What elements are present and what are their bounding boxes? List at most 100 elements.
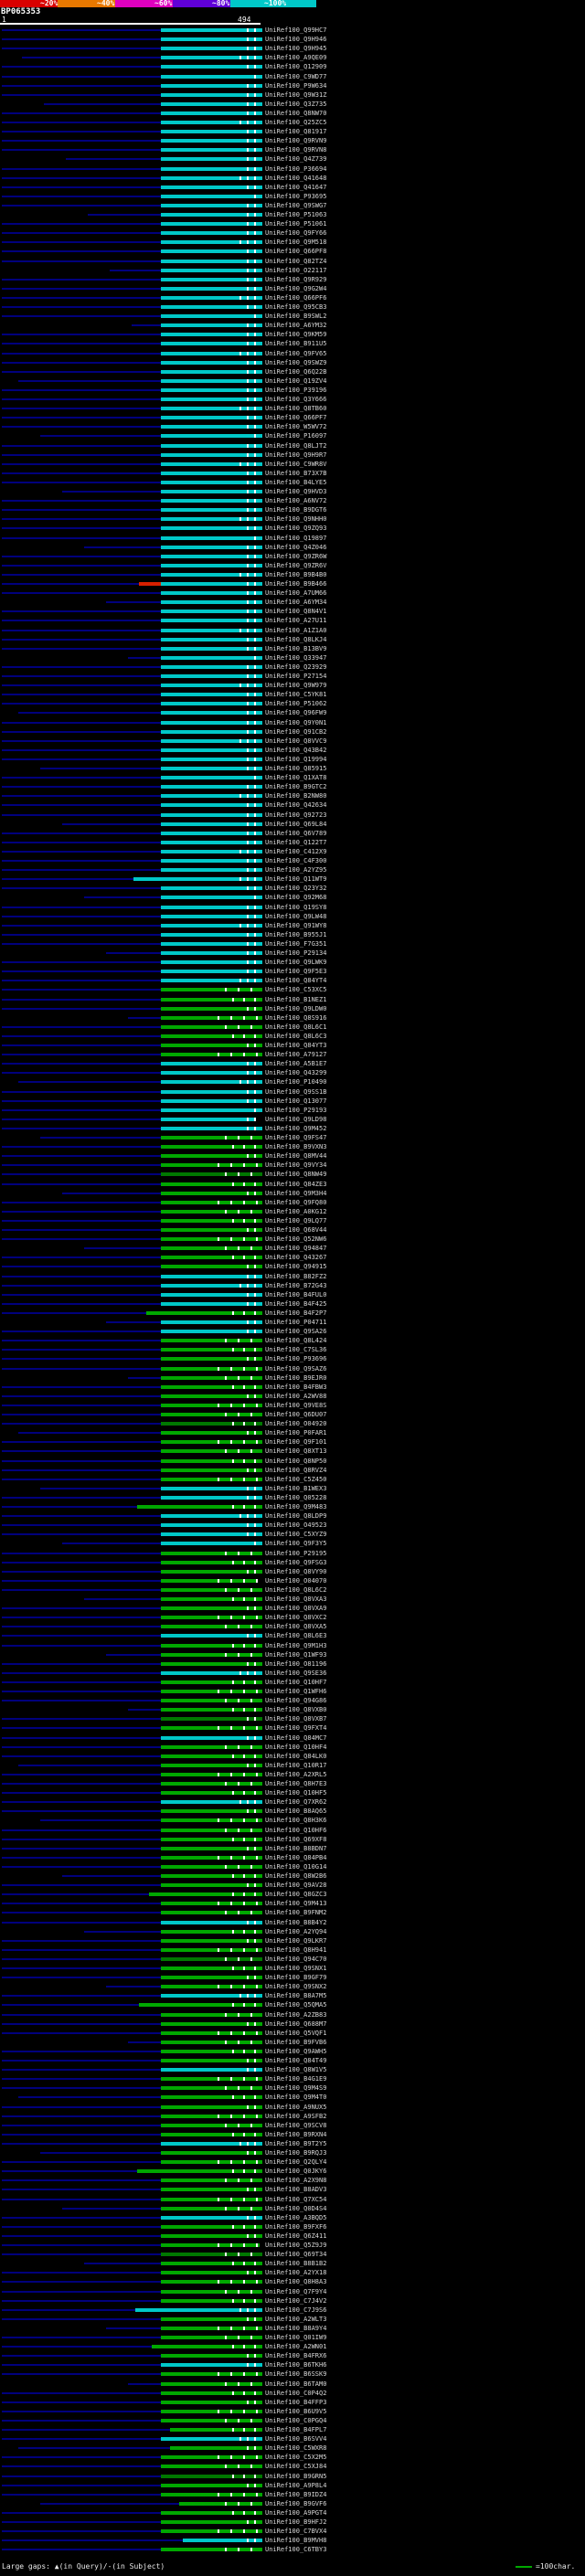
hit-bar[interactable] [161, 203, 262, 207]
hit-label[interactable]: UniRef100_Q11WT9 [265, 875, 327, 884]
hit-label[interactable]: UniRef100_Q23929 [265, 663, 327, 671]
hit-bar[interactable] [161, 2160, 262, 2165]
hit-label[interactable]: UniRef100_O04070 [265, 1576, 327, 1585]
hit-bar[interactable] [161, 1514, 262, 1519]
hit-label[interactable]: UniRef100_Q4Z046 [265, 543, 327, 551]
hit-label[interactable]: UniRef100_B8ADV3 [265, 2186, 327, 2194]
hit-label[interactable]: UniRef100_Q43B42 [265, 746, 327, 754]
hit-bar[interactable] [161, 416, 262, 420]
hit-label[interactable]: UniRef100_A2WV88 [265, 1392, 327, 1400]
hit-bar[interactable] [161, 2483, 262, 2487]
hit-label[interactable]: UniRef100_A2X9N8 [265, 2177, 327, 2185]
hit-label[interactable]: UniRef100_F7G351 [265, 939, 327, 948]
hit-bar[interactable] [161, 1468, 262, 1472]
hit-bar[interactable] [161, 757, 262, 761]
hit-bar[interactable] [161, 1587, 262, 1592]
hit-label[interactable]: UniRef100_Q42634 [265, 801, 327, 810]
hit-bar[interactable] [161, 1625, 262, 1629]
hit-label[interactable]: UniRef100_Q10HF7 [265, 1678, 327, 1686]
hit-label[interactable]: UniRef100_C5Z450 [265, 1475, 327, 1483]
hit-label[interactable]: UniRef100_B9FVB6 [265, 2038, 327, 2046]
hit-label[interactable]: UniRef100_Q8RVZ4 [265, 1466, 327, 1474]
hit-bar[interactable] [161, 923, 262, 928]
hit-label[interactable]: UniRef100_C0P4Q2 [265, 2389, 327, 2397]
hit-label[interactable]: UniRef100_A9NUX5 [265, 2103, 327, 2111]
hit-label[interactable]: UniRef100_P51062 [265, 700, 327, 708]
hit-label[interactable]: UniRef100_Q23Y32 [265, 885, 327, 893]
hit-label[interactable]: UniRef100_P29193 [265, 1106, 327, 1114]
hit-bar[interactable] [161, 2381, 262, 2386]
hit-bar[interactable] [161, 2224, 262, 2229]
hit-bar[interactable] [161, 2132, 262, 2136]
hit-bar[interactable] [183, 2539, 262, 2543]
hit-label[interactable]: UniRef100_Q1WFH6 [265, 1688, 327, 1695]
hit-label[interactable]: UniRef100_Q9RVN8 [265, 146, 327, 154]
hit-label[interactable]: UniRef100_Q9FSG3 [265, 1558, 327, 1566]
hit-label[interactable]: UniRef100_B9MVH8 [265, 2537, 327, 2545]
hit-bar[interactable] [170, 2446, 262, 2451]
hit-label[interactable]: UniRef100_Q84PB4 [265, 1853, 327, 1861]
hit-bar[interactable] [161, 369, 262, 374]
hit-bar[interactable] [161, 1846, 262, 1850]
hit-label[interactable]: UniRef100_Q9ZR6W [265, 552, 327, 560]
hit-bar[interactable] [161, 1791, 262, 1796]
hit-bar[interactable] [161, 1735, 262, 1740]
hit-bar[interactable] [161, 1283, 262, 1288]
hit-label[interactable]: UniRef100_O49523 [265, 1521, 327, 1530]
hit-bar[interactable] [161, 157, 262, 162]
hit-bar[interactable] [161, 1744, 262, 1749]
hit-bar[interactable] [161, 1098, 262, 1103]
hit-bar[interactable] [161, 65, 262, 69]
hit-label[interactable]: UniRef100_Q9R929 [265, 275, 327, 283]
hit-label[interactable]: UniRef100_Q9ZQ93 [265, 525, 327, 533]
hit-bar[interactable] [161, 738, 262, 743]
hit-label[interactable]: UniRef100_O22117 [265, 266, 327, 274]
hit-label[interactable]: UniRef100_Q85915 [265, 765, 327, 772]
hit-label[interactable]: UniRef100_Q5Z9J9 [265, 2242, 327, 2249]
hit-bar[interactable] [161, 499, 262, 504]
hit-bar[interactable] [161, 2271, 262, 2275]
hit-bar[interactable] [161, 619, 262, 623]
hit-bar[interactable] [161, 259, 262, 263]
hit-bar[interactable] [161, 1634, 262, 1638]
hit-bar[interactable] [161, 1938, 262, 1943]
hit-label[interactable]: UniRef100_Q94847 [265, 1245, 327, 1253]
hit-label[interactable]: UniRef100_Q122T7 [265, 838, 327, 846]
hit-label[interactable]: UniRef100_Q10R17 [265, 1761, 327, 1769]
hit-bar[interactable] [161, 185, 262, 189]
hit-bar[interactable] [161, 591, 262, 596]
hit-bar[interactable] [161, 628, 262, 632]
hit-bar[interactable] [161, 1911, 262, 1915]
hit-bar[interactable] [161, 434, 262, 439]
hit-bar[interactable] [161, 1403, 262, 1407]
hit-label[interactable]: UniRef100_Q91CB2 [265, 727, 327, 736]
hit-bar[interactable] [161, 1182, 262, 1186]
hit-bar[interactable] [161, 1680, 262, 1684]
hit-label[interactable]: UniRef100_P27154 [265, 673, 327, 680]
hit-label[interactable]: UniRef100_Q9W979 [265, 682, 327, 690]
hit-label[interactable]: UniRef100_B4FRX6 [265, 2352, 327, 2360]
hit-label[interactable]: UniRef100_Q6V789 [265, 829, 327, 837]
hit-bar[interactable] [161, 794, 262, 799]
hit-label[interactable]: UniRef100_Q9M483 [265, 1503, 327, 1511]
hit-label[interactable]: UniRef100_A0KG12 [265, 1207, 327, 1215]
hit-bar[interactable] [161, 2298, 262, 2303]
hit-bar[interactable] [161, 194, 262, 198]
hit-bar[interactable] [161, 1902, 262, 1906]
hit-label[interactable]: UniRef100_A2ZB83 [265, 2010, 327, 2019]
hit-label[interactable]: UniRef100_Q9LKR7 [265, 1936, 327, 1945]
hit-bar[interactable] [161, 2326, 262, 2330]
hit-label[interactable]: UniRef100_Q9M3H4 [265, 1189, 327, 1197]
hit-label[interactable]: UniRef100_Q0JKY6 [265, 2168, 327, 2176]
hit-bar[interactable] [161, 702, 262, 706]
hit-label[interactable]: UniRef100_Q8VXA9 [265, 1605, 327, 1613]
hit-label[interactable]: UniRef100_Q01IW9 [265, 2334, 327, 2341]
hit-bar[interactable] [161, 720, 262, 725]
hit-bar[interactable] [161, 1209, 262, 1214]
hit-bar[interactable] [161, 425, 262, 429]
hit-label[interactable]: UniRef100_A2YX18 [265, 2269, 327, 2277]
hit-label[interactable]: UniRef100_Q8LKJ4 [265, 635, 327, 643]
hit-bar[interactable] [161, 56, 262, 60]
hit-bar[interactable] [137, 1505, 262, 1509]
hit-bar[interactable] [161, 268, 262, 272]
